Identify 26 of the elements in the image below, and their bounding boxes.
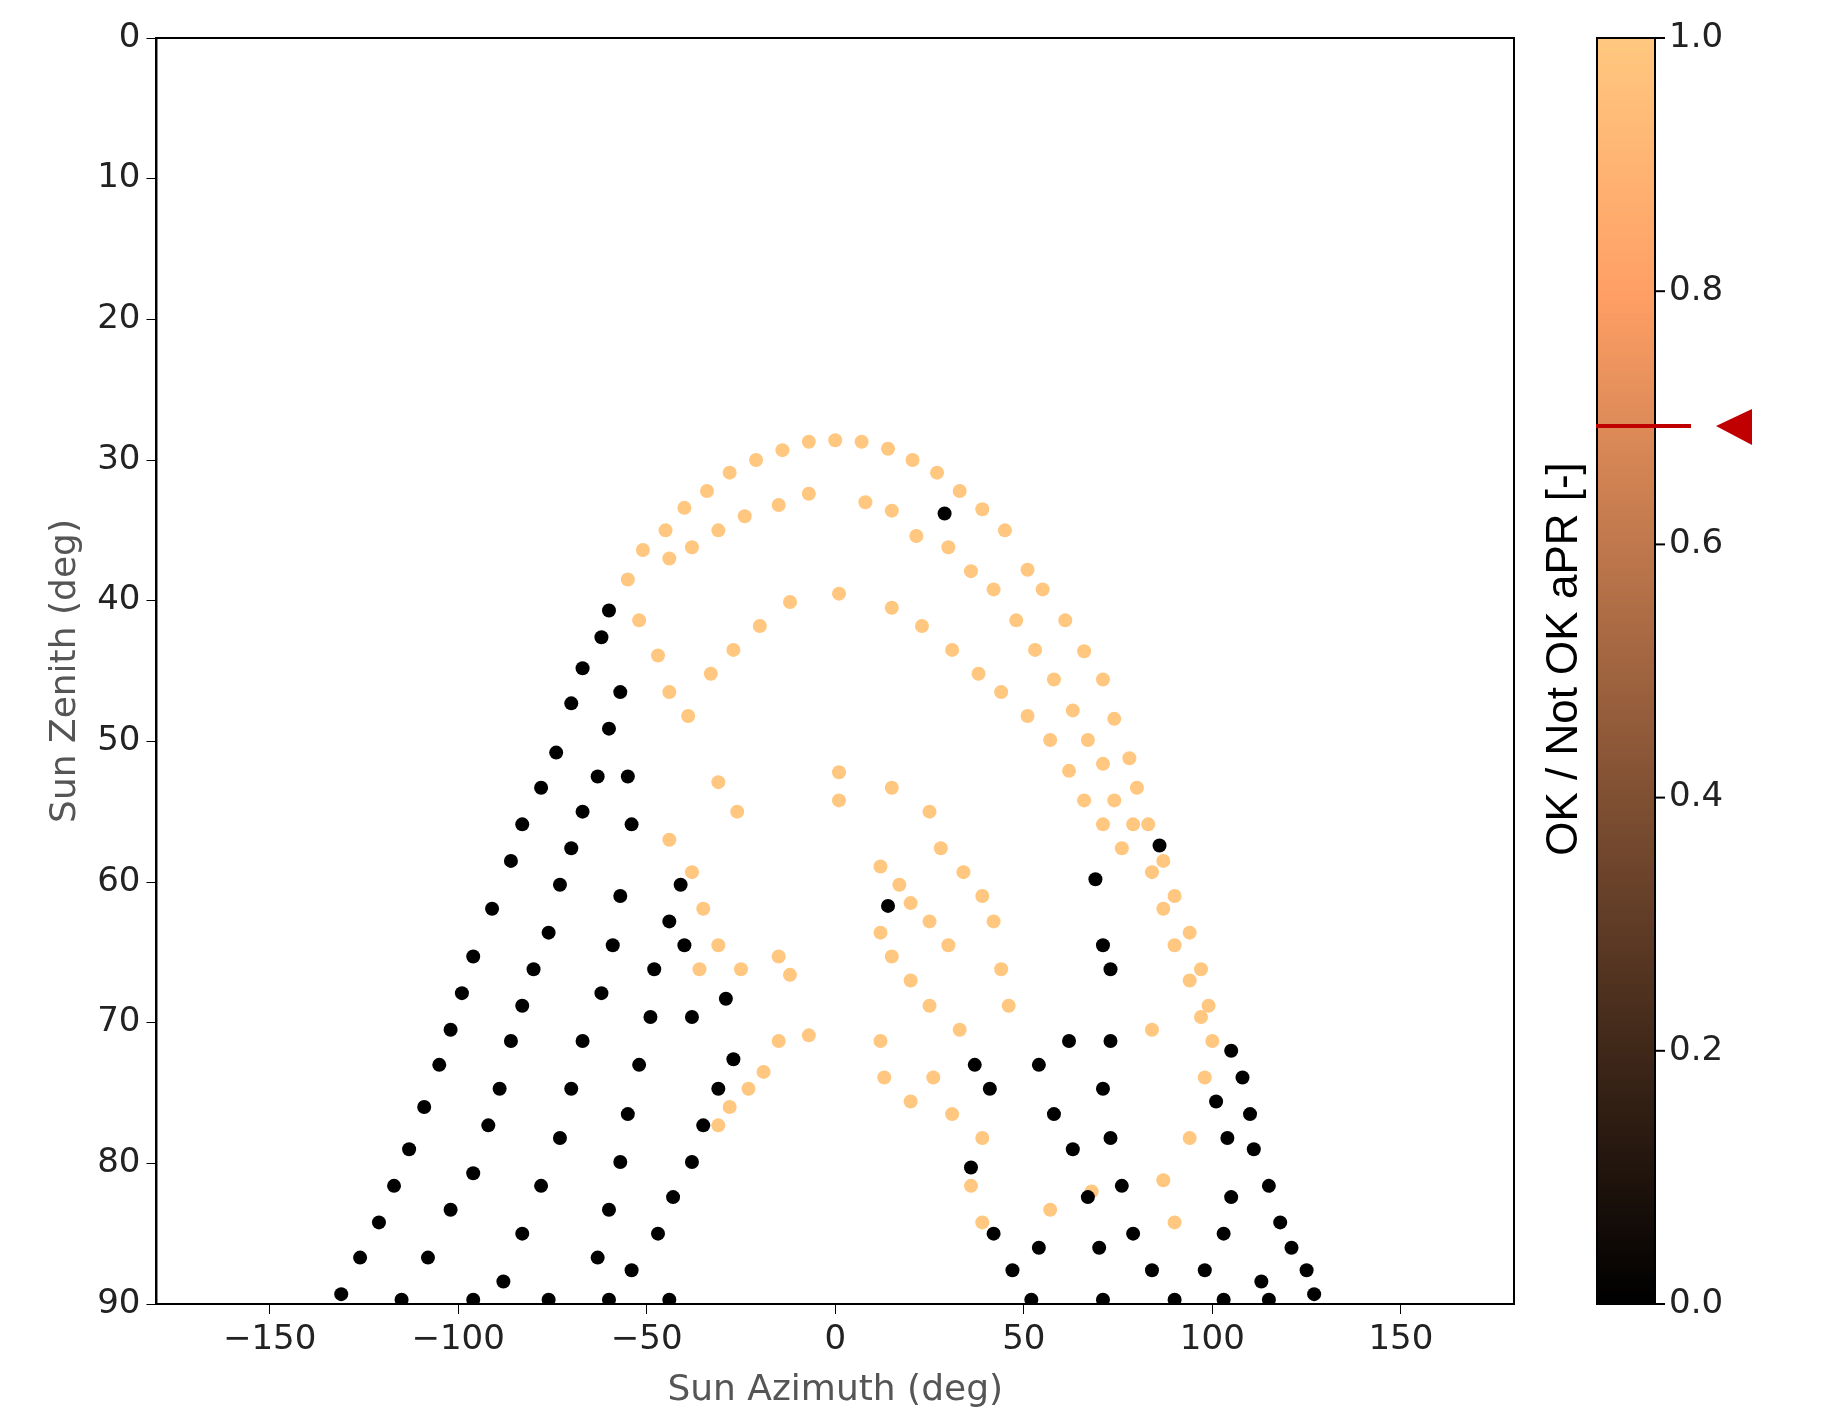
x-tick-label: −150 bbox=[222, 1317, 317, 1358]
color-bar-label: 0.2 bbox=[1669, 1027, 1724, 1068]
y-tick-label: 80 bbox=[97, 1140, 141, 1181]
x-tick-label: 50 bbox=[1002, 1317, 1046, 1358]
x-tick-label: 150 bbox=[1368, 1317, 1434, 1358]
y-tick-label: 60 bbox=[97, 858, 141, 899]
y-tick-label: 90 bbox=[97, 1280, 141, 1321]
y-tick-label: 10 bbox=[97, 155, 141, 196]
y-tick-label: 50 bbox=[97, 718, 141, 759]
color-bar-label: 0.4 bbox=[1669, 774, 1724, 815]
y-tick-label: 40 bbox=[97, 577, 141, 618]
color-bar-label: 0.6 bbox=[1669, 521, 1724, 562]
x-tick-label: 100 bbox=[1179, 1317, 1245, 1358]
x-tick-label: −100 bbox=[411, 1317, 505, 1358]
y-tick-label: 20 bbox=[97, 296, 141, 337]
color-bar-label: 0.0 bbox=[1669, 1280, 1724, 1321]
color-bar-title: OK / Not OK aPR [-] bbox=[1537, 462, 1587, 856]
x-axis-title: Sun Azimuth (deg) bbox=[667, 1366, 1004, 1408]
x-tick-label: −50 bbox=[610, 1317, 683, 1358]
y-tick-label: 0 bbox=[118, 14, 141, 55]
y-tick-label: 30 bbox=[97, 436, 141, 477]
y-axis-title: Sun Zenith (deg) bbox=[41, 519, 83, 823]
color-bar-label: 0.8 bbox=[1669, 268, 1724, 309]
y-tick-label: 70 bbox=[97, 999, 141, 1040]
x-tick-label: 0 bbox=[824, 1317, 847, 1358]
color-bar-label: 1.0 bbox=[1669, 14, 1724, 55]
